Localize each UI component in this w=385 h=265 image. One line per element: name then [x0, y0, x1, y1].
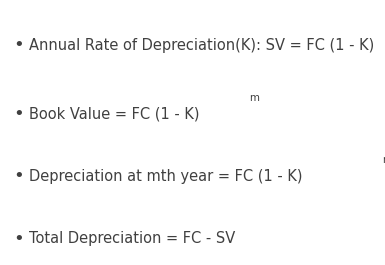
Text: m-1: m-1	[382, 155, 385, 165]
Text: Annual Rate of Depreciation(K): SV = FC (1 - K): Annual Rate of Depreciation(K): SV = FC …	[29, 38, 374, 52]
Text: •: •	[13, 229, 24, 248]
Text: •: •	[13, 167, 24, 185]
Text: •: •	[13, 105, 24, 123]
Text: Book Value = FC (1 - K): Book Value = FC (1 - K)	[29, 107, 199, 121]
Text: Total Depreciation = FC - SV: Total Depreciation = FC - SV	[29, 231, 235, 246]
Text: •: •	[13, 36, 24, 54]
Text: Depreciation at mth year = FC (1 - K): Depreciation at mth year = FC (1 - K)	[29, 169, 302, 184]
Text: m: m	[249, 93, 259, 103]
